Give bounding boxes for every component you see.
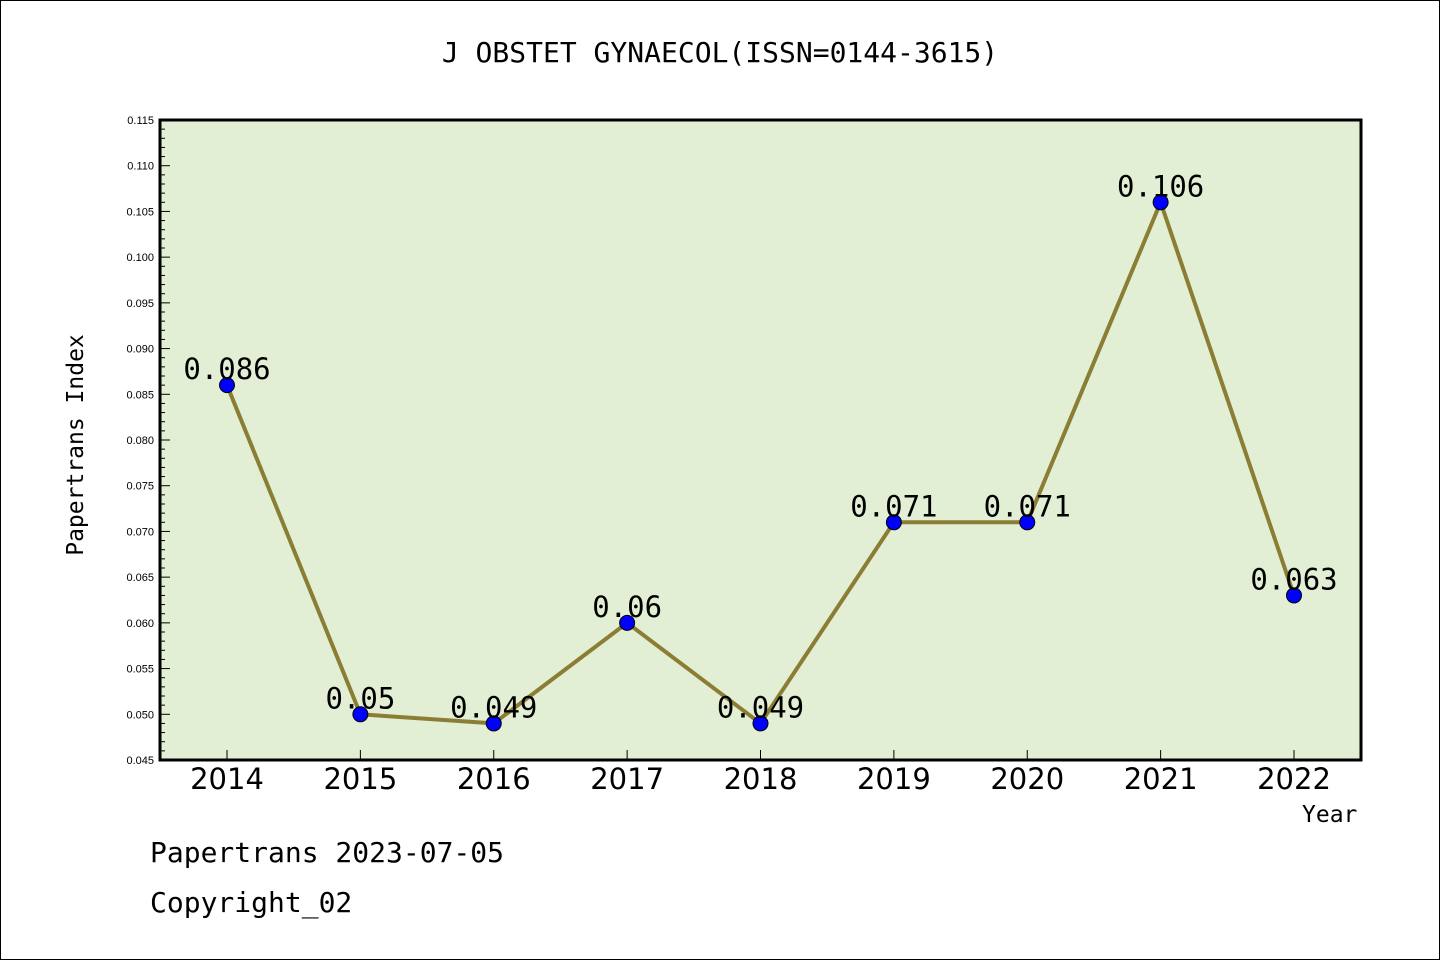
y-tick-label: 0.065	[126, 572, 154, 584]
plot-border	[158, 118, 1363, 762]
footer-copyright: Copyright_02	[150, 886, 353, 919]
data-point	[752, 715, 769, 732]
data-label: 0.05	[325, 681, 395, 715]
x-axis-label: Year	[1302, 802, 1358, 828]
y-tick-label: 0.070	[126, 526, 154, 538]
data-label: 0.071	[984, 489, 1071, 523]
y-tick-label: 0.055	[126, 664, 154, 676]
y-tick-label: 0.085	[126, 389, 154, 401]
data-label: 0.106	[1117, 169, 1204, 203]
x-tick-label: 2020	[990, 762, 1064, 796]
y-tick-label: 0.075	[126, 481, 154, 493]
y-tick-label: 0.045	[126, 755, 154, 767]
y-tick-label: 0.100	[126, 252, 154, 264]
y-tick-label: 0.080	[126, 435, 154, 447]
y-tick-label: 0.095	[126, 298, 154, 310]
data-label: 0.071	[850, 489, 937, 523]
data-label: 0.049	[717, 690, 804, 724]
chart-title: J OBSTET GYNAECOL(ISSN=0144-3615)	[441, 36, 999, 69]
x-tick-label: 2014	[190, 762, 264, 796]
data-point	[619, 614, 636, 631]
y-tick-label: 0.090	[126, 344, 154, 356]
x-tick-label: 2022	[1257, 762, 1331, 796]
data-point	[352, 706, 369, 723]
series: 0.086 0.05 0.049 0.06 0.049 0.071 0.071 0.106 0.…	[183, 169, 1338, 732]
data-point	[1019, 514, 1036, 531]
x-tick-label: 2016	[457, 762, 531, 796]
x-tick-label: 2017	[590, 762, 664, 796]
data-label: 0.06	[592, 590, 662, 624]
data-point	[219, 377, 235, 394]
data-label: 0.049	[450, 690, 537, 724]
y-tick-label: 0.115	[127, 115, 154, 127]
x-tick-label: 2018	[724, 762, 798, 796]
data-point	[485, 715, 502, 732]
data-point	[885, 514, 902, 531]
data-label: 0.063	[1250, 562, 1337, 596]
data-point	[1152, 194, 1169, 211]
x-tick-label: 2015	[323, 762, 397, 796]
y-axis: 0.045 0.050 0.055 0.060 0.065 0.070 0.075 0.080…	[126, 115, 170, 767]
y-tick-label: 0.050	[126, 709, 154, 721]
x-tick-label: 2021	[1124, 762, 1198, 796]
data-point	[1286, 587, 1302, 604]
data-label: 0.086	[183, 352, 270, 386]
y-tick-label: 0.060	[126, 618, 154, 630]
x-axis: 2014 2015 2016 2017 2018 2019 2020 2021 2022	[190, 750, 1331, 796]
x-tick-label: 2019	[857, 762, 931, 796]
footer-date: Papertrans 2023-07-05	[150, 836, 505, 869]
y-tick-label: 0.105	[126, 206, 154, 218]
plot-area	[160, 120, 1361, 760]
y-tick-label: 0.110	[127, 161, 154, 173]
